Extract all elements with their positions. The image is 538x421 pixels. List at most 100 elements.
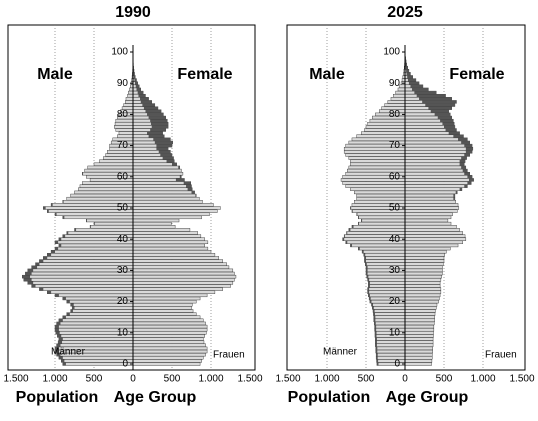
female-surplus xyxy=(186,185,191,188)
female-bar xyxy=(405,266,442,269)
female-bar xyxy=(133,344,206,347)
female-bar xyxy=(133,294,207,297)
female-bar xyxy=(133,309,193,312)
y-tick-label: 10 xyxy=(117,327,129,338)
female-bar xyxy=(405,200,456,203)
female-bar xyxy=(133,291,215,294)
female-surplus xyxy=(156,144,172,147)
female-bar xyxy=(133,331,206,334)
male-bar xyxy=(47,291,133,294)
female-bar xyxy=(405,250,446,253)
female-bar xyxy=(133,222,171,225)
male-surplus xyxy=(375,344,377,347)
y-tick-label: 80 xyxy=(389,109,401,120)
x-tick-label: 500 xyxy=(358,374,375,385)
x-tick-label: 1.000 xyxy=(198,374,223,385)
female-bar xyxy=(405,235,465,238)
female-surplus xyxy=(461,157,466,160)
y-tick-label: 100 xyxy=(111,47,128,58)
female-bar xyxy=(405,281,440,284)
male-bar xyxy=(51,250,133,253)
female-bar xyxy=(133,319,203,322)
female-surplus xyxy=(460,188,462,191)
male-bar xyxy=(374,316,405,319)
male-surplus xyxy=(43,207,45,210)
female-surplus xyxy=(422,100,456,103)
female-surplus xyxy=(464,172,469,175)
female-bar xyxy=(405,169,467,172)
male-bar xyxy=(368,288,405,291)
female-bar xyxy=(405,166,466,169)
female-surplus xyxy=(150,119,167,122)
male-bar xyxy=(80,185,133,188)
male-surplus xyxy=(55,241,58,244)
female-surplus xyxy=(444,125,455,128)
female-surplus xyxy=(410,85,422,88)
y-axis-label: Age Group xyxy=(114,389,197,406)
male-surplus xyxy=(377,359,379,362)
right-label: Female xyxy=(449,66,504,83)
female-surplus xyxy=(461,141,470,144)
female-surplus xyxy=(178,166,180,169)
female-bar xyxy=(405,338,433,341)
male-surplus xyxy=(43,256,47,259)
y-tick-label: 0 xyxy=(394,359,400,370)
male-bar xyxy=(99,160,133,163)
male-surplus xyxy=(63,200,64,203)
male-bar xyxy=(47,253,133,256)
female-bar xyxy=(405,269,442,272)
female-surplus xyxy=(409,82,419,85)
male-bar xyxy=(115,122,133,125)
male-bar xyxy=(391,97,405,100)
female-bar xyxy=(133,200,202,203)
female-bar xyxy=(133,338,203,341)
female-bar xyxy=(405,197,455,200)
female-surplus xyxy=(405,63,406,66)
male-bar xyxy=(128,94,133,97)
male-bar xyxy=(32,285,133,288)
female-surplus xyxy=(184,182,191,185)
male-bar xyxy=(352,225,405,228)
female-bar xyxy=(405,288,441,291)
female-bar xyxy=(133,347,207,350)
male-bar xyxy=(71,309,133,312)
male-surplus xyxy=(39,260,43,263)
female-bar xyxy=(133,169,181,172)
female-surplus xyxy=(153,138,170,141)
male-bar xyxy=(385,104,405,107)
male-surplus xyxy=(374,316,376,319)
male-bar xyxy=(75,191,134,194)
male-surplus xyxy=(63,216,65,219)
female-bar xyxy=(405,185,467,188)
male-surplus xyxy=(28,281,33,284)
female-bar xyxy=(405,157,467,160)
male-bar xyxy=(362,250,405,253)
female-bar xyxy=(133,244,205,247)
male-surplus xyxy=(67,313,70,316)
female-surplus xyxy=(150,129,166,132)
male-bar xyxy=(350,160,405,163)
female-bar xyxy=(133,247,208,250)
female-bar xyxy=(133,219,179,222)
x-tick-label: 1.000 xyxy=(470,374,495,385)
female-bar xyxy=(405,225,456,228)
female-bar xyxy=(405,356,432,359)
x-tick-label: 1.500 xyxy=(237,374,262,385)
male-bar xyxy=(125,100,133,103)
female-surplus xyxy=(135,82,138,85)
male-bar xyxy=(364,129,405,132)
female-bar xyxy=(405,322,434,325)
male-bar xyxy=(358,222,405,225)
female-bar xyxy=(405,188,462,191)
female-bar xyxy=(405,306,436,309)
male-surplus xyxy=(86,219,87,222)
male-surplus xyxy=(377,363,379,366)
male-surplus xyxy=(344,235,345,238)
female-bar xyxy=(405,350,433,353)
male-surplus xyxy=(357,213,358,216)
female-bar xyxy=(405,363,432,366)
female-bar xyxy=(405,163,464,166)
male-bar xyxy=(350,163,405,166)
female-bar xyxy=(133,334,205,337)
